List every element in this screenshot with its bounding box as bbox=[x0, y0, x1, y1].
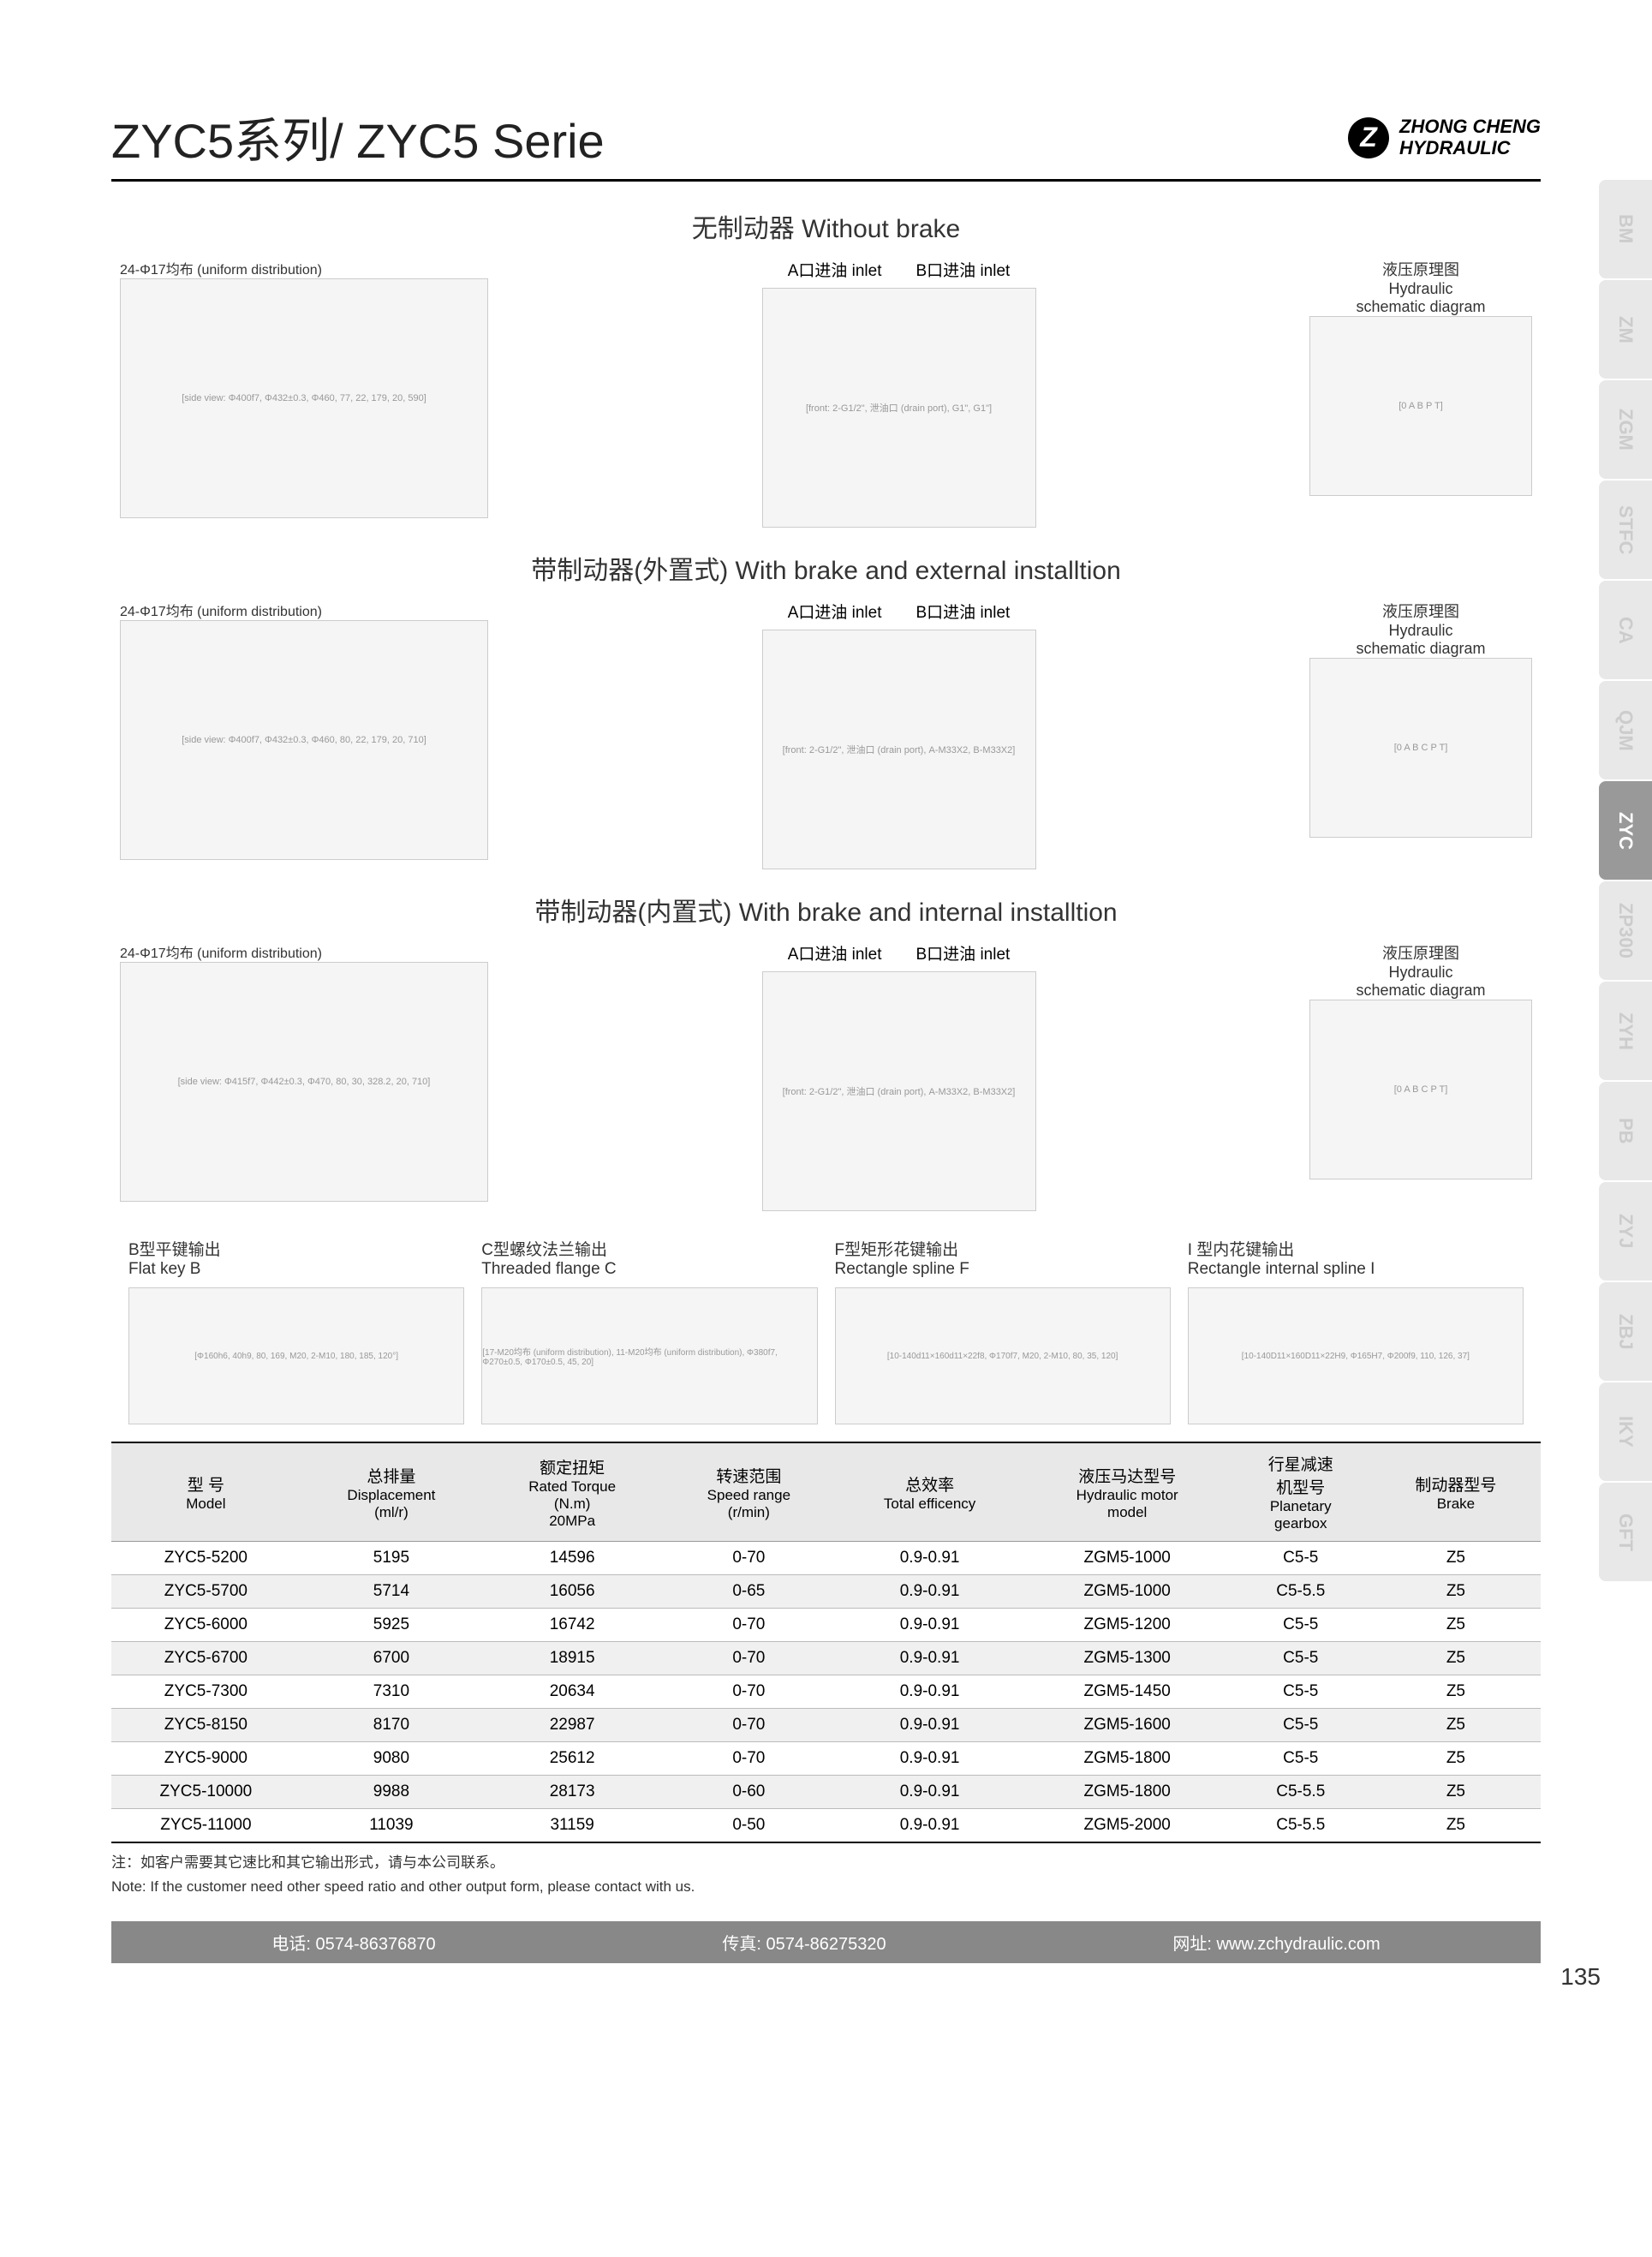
front-view-diagram-1: [front: 2-G1/2", 泄油口 (drain port), A-M33… bbox=[762, 630, 1036, 869]
front-view-diagram-2: [front: 2-G1/2", 泄油口 (drain port), A-M33… bbox=[762, 971, 1036, 1211]
table-row: ZYC5-67006700189150-700.9-0.91ZGM5-1300C… bbox=[111, 1642, 1541, 1675]
section-title-0: 无制动器 Without brake bbox=[111, 207, 1541, 245]
output-title-1: C型螺纹法兰输出Threaded flange C bbox=[481, 1237, 817, 1279]
page-number: 135 bbox=[1560, 1963, 1601, 1991]
hydraulic-schematic-0: [0 A B P T] bbox=[1309, 316, 1532, 496]
side-view-diagram-1: [side view: Φ400f7, Φ432±0.3, Φ460, 80, … bbox=[120, 620, 488, 860]
output-diagram-2: [10-140d11×160d11×22f8, Φ170f7, M20, 2-M… bbox=[835, 1287, 1171, 1424]
table-header: 液压马达型号Hydraulic motormodel bbox=[1024, 1442, 1231, 1542]
table-header: 型 号Model bbox=[111, 1442, 301, 1542]
table-header: 总排量Displacement(ml/r) bbox=[301, 1442, 482, 1542]
page-title: ZYC5系列/ ZYC5 Serie bbox=[111, 103, 605, 172]
output-diagram-1: [17-M20均布 (uniform distribution), 11-M20… bbox=[481, 1287, 817, 1424]
table-row: ZYC5-73007310206340-700.9-0.91ZGM5-1450C… bbox=[111, 1675, 1541, 1709]
table-row: ZYC5-1100011039311590-500.9-0.91ZGM5-200… bbox=[111, 1809, 1541, 1843]
section-title-1: 带制动器(外置式) With brake and external instal… bbox=[111, 549, 1541, 587]
output-diagram-0: [Φ160h6, 40h9, 80, 169, M20, 2-M10, 180,… bbox=[128, 1287, 464, 1424]
table-row: ZYC5-90009080256120-700.9-0.91ZGM5-1800C… bbox=[111, 1742, 1541, 1776]
table-header: 额定扭矩Rated Torque(N.m)20MPa bbox=[482, 1442, 662, 1542]
footer-bar: 电话: 0574-86376870 传真: 0574-86275320 网址: … bbox=[111, 1921, 1541, 1963]
section-title-2: 带制动器(内置式) With brake and internal instal… bbox=[111, 891, 1541, 928]
hydraulic-schematic-1: [0 A B C P T] bbox=[1309, 658, 1532, 838]
front-view-diagram-0: [front: 2-G1/2", 泄油口 (drain port), G1", … bbox=[762, 288, 1036, 528]
table-row: ZYC5-81508170229870-700.9-0.91ZGM5-1600C… bbox=[111, 1709, 1541, 1742]
note-en: Note: If the customer need other speed r… bbox=[111, 1878, 1541, 1896]
table-header: 制动器型号Brake bbox=[1371, 1442, 1541, 1542]
note-cn: 注：如客户需要其它速比和其它输出形式，请与本公司联系。 bbox=[111, 1850, 1541, 1872]
output-title-3: I 型内花键输出Rectangle internal spline I bbox=[1188, 1237, 1524, 1279]
hydraulic-schematic-2: [0 A B C P T] bbox=[1309, 1000, 1532, 1179]
table-header: 行星减速机型号Planetarygearbox bbox=[1231, 1442, 1371, 1542]
output-diagram-3: [10-140D11×160D11×22H9, Φ165H7, Φ200f9, … bbox=[1188, 1287, 1524, 1424]
side-view-diagram-2: [side view: Φ415f7, Φ442±0.3, Φ470, 80, … bbox=[120, 962, 488, 1202]
brand-logo: Z ZHONG CHENG HYDRAULIC bbox=[1348, 116, 1541, 158]
output-title-0: B型平键输出Flat key B bbox=[128, 1237, 464, 1279]
spec-table: 型 号Model总排量Displacement(ml/r)额定扭矩Rated T… bbox=[111, 1442, 1541, 1843]
table-row: ZYC5-52005195145960-700.9-0.91ZGM5-1000C… bbox=[111, 1542, 1541, 1575]
table-header: 总效率Total efficency bbox=[836, 1442, 1024, 1542]
side-view-diagram-0: [side view: Φ400f7, Φ432±0.3, Φ460, 77, … bbox=[120, 278, 488, 518]
table-row: ZYC5-60005925167420-700.9-0.91ZGM5-1200C… bbox=[111, 1609, 1541, 1642]
output-title-2: F型矩形花键输出Rectangle spline F bbox=[835, 1237, 1171, 1279]
table-row: ZYC5-100009988281730-600.9-0.91ZGM5-1800… bbox=[111, 1776, 1541, 1809]
page-header: ZYC5系列/ ZYC5 Serie Z ZHONG CHENG HYDRAUL… bbox=[111, 103, 1541, 182]
table-header: 转速范围Speed range(r/min) bbox=[662, 1442, 835, 1542]
table-row: ZYC5-57005714160560-650.9-0.91ZGM5-1000C… bbox=[111, 1575, 1541, 1609]
